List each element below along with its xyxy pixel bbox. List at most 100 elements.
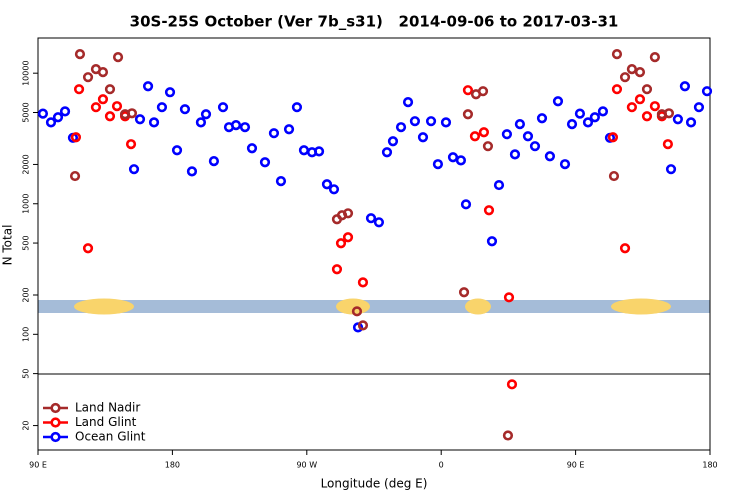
point	[268, 128, 280, 139]
point	[148, 117, 160, 128]
point	[559, 159, 571, 170]
point	[217, 102, 229, 113]
point	[482, 141, 494, 152]
point	[186, 166, 198, 177]
point	[331, 264, 343, 275]
point	[462, 109, 474, 120]
point	[409, 116, 421, 127]
point	[179, 104, 191, 115]
point	[352, 322, 364, 333]
point	[74, 49, 86, 60]
point	[395, 122, 407, 133]
point	[447, 152, 459, 163]
point	[440, 117, 452, 128]
point	[552, 96, 564, 107]
point	[662, 139, 673, 150]
legend-label: Land Nadir	[75, 401, 140, 415]
point	[432, 159, 444, 170]
point	[97, 94, 109, 105]
band-ellipse	[465, 298, 491, 315]
point	[342, 232, 354, 243]
band-ellipse	[611, 298, 671, 315]
y-tick-label: 50	[22, 369, 31, 379]
point	[171, 145, 183, 156]
point	[502, 430, 514, 441]
point	[52, 112, 64, 123]
point	[342, 208, 354, 219]
point	[381, 147, 393, 158]
point	[291, 102, 303, 113]
point	[522, 131, 534, 142]
y-axis-label: N Total	[1, 225, 15, 266]
point	[69, 170, 81, 182]
legend-label: Ocean Glint	[75, 430, 146, 444]
band	[38, 300, 710, 313]
point	[566, 119, 578, 130]
point	[611, 84, 623, 95]
point	[97, 67, 109, 78]
point	[486, 236, 498, 247]
point	[365, 213, 377, 224]
point	[298, 145, 310, 156]
point	[626, 64, 637, 75]
point	[128, 164, 140, 175]
point	[70, 132, 82, 143]
point	[685, 117, 697, 128]
point	[619, 72, 631, 83]
point	[641, 84, 653, 95]
point	[125, 139, 137, 150]
legend-marker	[50, 431, 61, 443]
point	[597, 106, 609, 117]
x-tick-label: 90 W	[296, 461, 317, 470]
point	[574, 108, 586, 119]
point	[501, 129, 513, 140]
y-tick-label: 200	[22, 287, 31, 302]
point	[425, 116, 437, 127]
y-tick-label: 2000	[22, 154, 31, 174]
plot-frame	[37, 37, 711, 451]
point	[589, 112, 600, 123]
point	[313, 146, 325, 157]
legend-marker	[50, 402, 61, 414]
point	[82, 243, 94, 254]
point	[478, 127, 490, 138]
y-tick-label: 1000	[22, 194, 31, 214]
point	[544, 151, 556, 162]
point	[634, 94, 646, 105]
point	[328, 184, 340, 195]
point	[641, 111, 653, 122]
point	[458, 287, 470, 298]
point	[246, 143, 258, 154]
point	[90, 102, 102, 113]
point	[59, 106, 71, 117]
point	[462, 85, 474, 96]
point	[634, 67, 646, 78]
point	[483, 205, 495, 216]
point	[608, 170, 620, 182]
x-axis-label: Longitude (deg E)	[321, 477, 428, 491]
point	[126, 108, 138, 119]
y-tick-label: 10000	[22, 60, 31, 85]
point	[37, 108, 49, 119]
point	[45, 117, 57, 128]
point	[514, 119, 525, 130]
point	[82, 72, 94, 83]
point	[529, 141, 541, 152]
point	[283, 124, 295, 135]
point	[134, 114, 146, 125]
point	[469, 131, 481, 142]
point	[111, 101, 123, 112]
point	[357, 277, 369, 288]
legend-label: Land Glint	[75, 415, 137, 429]
point	[693, 102, 705, 113]
point	[611, 49, 623, 60]
x-tick-label: 90 E	[567, 461, 585, 470]
point	[477, 86, 489, 97]
coverage-band	[38, 298, 710, 315]
point	[275, 176, 287, 187]
point	[503, 292, 515, 303]
point	[351, 306, 363, 317]
point	[195, 117, 207, 128]
point	[164, 87, 176, 98]
